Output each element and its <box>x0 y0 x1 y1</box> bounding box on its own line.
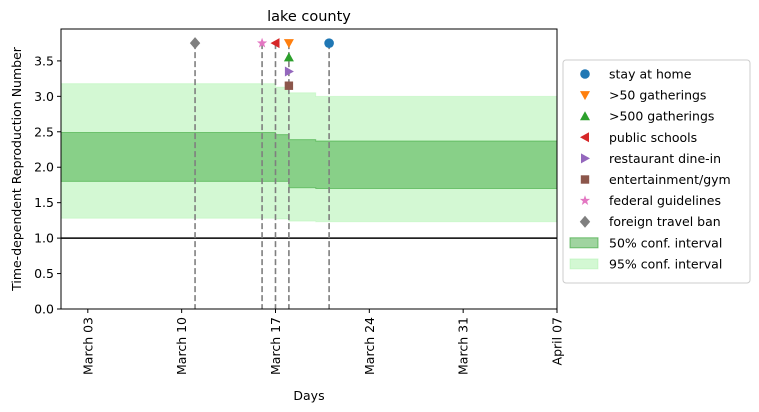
y-tick-label: 2.0 <box>34 160 54 175</box>
legend-item-restaurant-dine-in: restaurant dine-in <box>581 151 721 166</box>
marker-federal-guidelines <box>256 37 268 48</box>
x-tick-label: March 31 <box>456 317 471 375</box>
x-tick-label: March 03 <box>80 317 95 375</box>
x-axis-label: Days <box>293 388 324 403</box>
y-tick-label: 2.5 <box>34 124 54 139</box>
marker-public-schools <box>270 38 280 49</box>
y-tick-label: 0.0 <box>34 302 54 317</box>
vline-layer <box>194 43 330 309</box>
band-50-conf-interval <box>60 131 558 189</box>
legend-marker <box>580 91 590 101</box>
legend-label: >50 gatherings <box>609 88 706 103</box>
legend-label: >500 gatherings <box>609 109 714 124</box>
plot-frame <box>60 28 558 310</box>
x-tick-label: March 10 <box>174 317 189 375</box>
legend-label: public schools <box>609 130 697 145</box>
legend-marker <box>581 153 590 164</box>
legend-label: entertainment/gym <box>609 172 731 187</box>
legend-label: 95% conf. interval <box>609 256 722 271</box>
marker-restaurant-dine-in <box>284 66 294 77</box>
y-tick-label: 1.0 <box>34 231 54 246</box>
legend-item-95-conf-interval: 95% conf. interval <box>569 256 722 271</box>
legend-item-public-schools: public schools <box>580 130 697 145</box>
legend-marker <box>580 175 590 184</box>
y-tick-label: 1.5 <box>34 195 54 210</box>
legend-item-federal-guidelines: federal guidelines <box>579 193 721 208</box>
y-tick-label: 3.5 <box>34 53 54 68</box>
marker-foreign-travel-ban <box>189 37 201 50</box>
y-axis: 0.0 0.5 1.0 1.5 2.0 2.5 3.0 3.5 <box>34 53 61 317</box>
legend-item-foreign-travel-ban: foreign travel ban <box>579 214 721 229</box>
y-axis-label: Time-dependent Reproduction Number <box>9 46 24 292</box>
legend-label: foreign travel ban <box>609 214 721 229</box>
legend-item-entertainment-gym: entertainment/gym <box>580 172 731 187</box>
y-tick-label: 0.5 <box>34 266 54 281</box>
legend-marker <box>580 132 589 143</box>
x-tick-label: April 07 <box>550 317 565 365</box>
plot-area <box>60 28 558 310</box>
legend-label: 50% conf. interval <box>609 235 722 250</box>
marker-layer <box>189 37 334 90</box>
interval-layer <box>60 83 558 223</box>
legend: stay at home >50 gatherings >500 gathering… <box>562 59 751 284</box>
legend-swatch <box>569 237 599 249</box>
legend-label: stay at home <box>609 67 692 82</box>
legend-item-stay-at-home: stay at home <box>580 67 692 82</box>
y-tick-label: 3.0 <box>34 89 54 104</box>
legend-frame <box>562 59 751 284</box>
legend-label: restaurant dine-in <box>609 151 721 166</box>
x-axis: March 03 March 10 March 17 March 24 March 31… <box>80 309 565 375</box>
marker-50-gatherings <box>283 39 294 49</box>
legend-item-50-gatherings: >50 gatherings <box>580 88 706 103</box>
legend-marker <box>579 195 591 205</box>
x-tick-label: March 17 <box>268 317 283 375</box>
marker-500-gatherings <box>283 52 294 62</box>
marker-entertainment-gym <box>284 81 294 90</box>
legend-swatch <box>569 258 599 270</box>
chart-title: lake county <box>267 9 351 25</box>
legend-label: federal guidelines <box>609 193 721 208</box>
x-tick-label: March 24 <box>362 317 377 375</box>
legend-marker <box>580 69 590 79</box>
marker-stay-at-home <box>324 38 334 48</box>
legend-marker <box>580 111 590 121</box>
legend-marker <box>579 215 591 228</box>
legend-item-50-conf-interval: 50% conf. interval <box>569 235 722 250</box>
legend-item-500-gatherings: >500 gatherings <box>580 109 714 124</box>
